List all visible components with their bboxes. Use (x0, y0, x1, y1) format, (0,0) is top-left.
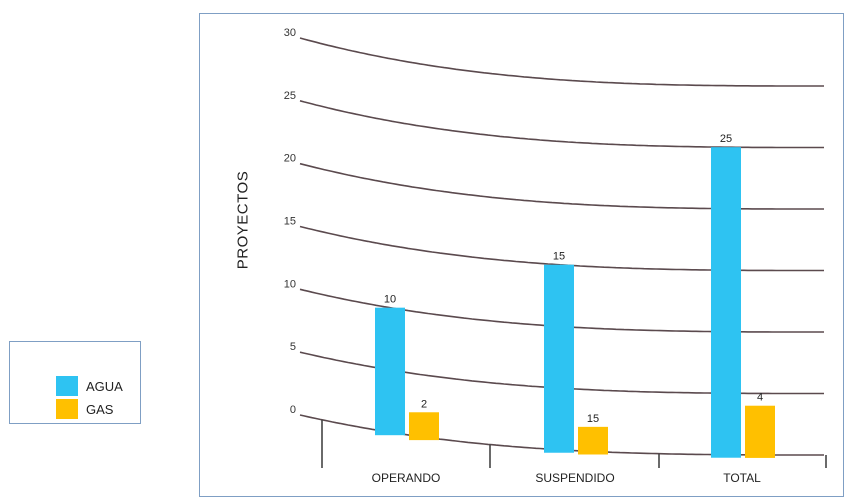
y-tick-label: 20 (284, 153, 296, 165)
y-tick-label: 25 (284, 90, 296, 102)
data-label-agua-operando: 10 (384, 294, 396, 306)
bar-agua-total (711, 147, 741, 458)
legend-label-gas: GAS (86, 401, 114, 417)
data-label-gas-operando: 2 (421, 398, 427, 410)
legend: AGUA GAS (9, 341, 141, 424)
legend-swatch-agua (56, 376, 78, 396)
legend-swatch-gas (56, 399, 78, 419)
bar-gas-operando (409, 412, 439, 441)
legend-item-gas: GAS (56, 399, 113, 419)
y-tick-label: 10 (284, 278, 296, 290)
gridline-25 (299, 100, 824, 149)
data-label-gas-suspendido: 15 (587, 413, 599, 425)
data-label-agua-suspendido: 15 (553, 251, 565, 263)
bar-agua-operando (375, 307, 405, 436)
data-label-gas-total: 4 (757, 392, 763, 404)
legend-item-agua: AGUA (56, 376, 123, 396)
gridline-15 (299, 225, 824, 272)
x-tick-label-suspendido: SUSPENDIDO (535, 471, 614, 485)
x-tick-label-total: TOTAL (723, 471, 761, 485)
x-tick-label-operando: OPERANDO (372, 471, 441, 485)
bar-agua-suspendido (544, 264, 574, 453)
bar-gas-total (745, 405, 775, 458)
y-tick-label: 5 (290, 341, 296, 353)
data-label-agua-total: 25 (720, 133, 732, 145)
bar-gas-suspendido (578, 426, 608, 455)
gridline-20 (299, 162, 824, 210)
y-tick-label: 30 (284, 27, 296, 39)
y-tick-label: 0 (290, 404, 296, 416)
y-tick-label: 15 (284, 216, 296, 228)
legend-label-agua: AGUA (86, 378, 123, 394)
gridline-30 (299, 37, 824, 87)
